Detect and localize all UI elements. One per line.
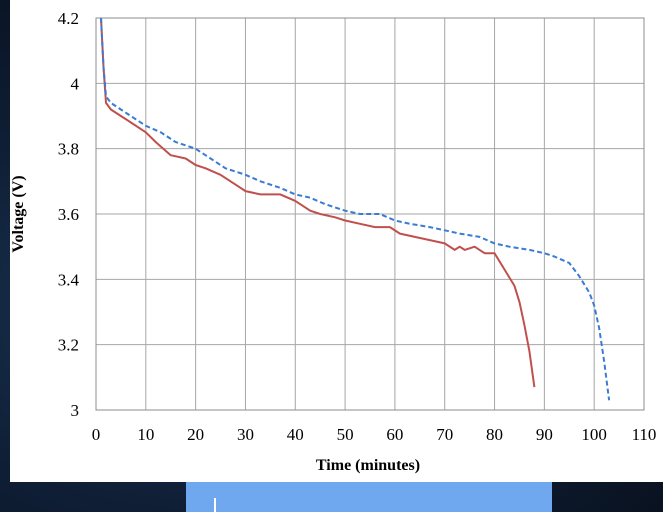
plot-area-border bbox=[95, 17, 645, 411]
x-tick-label-7: 70 bbox=[436, 425, 453, 444]
x-tick-label-9: 90 bbox=[536, 425, 553, 444]
x-tick-label-2: 20 bbox=[187, 425, 204, 444]
text-cursor bbox=[214, 498, 216, 512]
x-tick-label-3: 30 bbox=[237, 425, 254, 444]
x-tick-label-5: 50 bbox=[337, 425, 354, 444]
chart-frame bbox=[10, 0, 663, 482]
y-axis-title: Voltage (V) bbox=[10, 175, 27, 252]
y-tick-label-6: 4.2 bbox=[58, 9, 79, 28]
x-tick-label-4: 40 bbox=[287, 425, 304, 444]
y-tick-label-5: 4 bbox=[71, 74, 80, 93]
y-tick-label-1: 3.2 bbox=[58, 336, 79, 355]
x-axis-title: Time (minutes) bbox=[316, 457, 420, 474]
series-line-0 bbox=[100, 17, 536, 388]
x-tick-label-10: 100 bbox=[581, 425, 607, 444]
x-tick-label-0: 0 bbox=[92, 425, 101, 444]
y-tick-label-4: 3.8 bbox=[58, 140, 79, 159]
y-tick-label-2: 3.4 bbox=[58, 270, 80, 289]
x-tick-label-6: 60 bbox=[386, 425, 403, 444]
series-line-1 bbox=[100, 17, 611, 401]
text-input-box[interactable] bbox=[186, 482, 552, 512]
y-tick-label-3: 3.6 bbox=[58, 205, 79, 224]
x-tick-labels: 0 10 20 30 40 50 60 70 80 90 100 110 bbox=[92, 425, 657, 444]
x-tick-label-1: 10 bbox=[137, 425, 154, 444]
x-tick-label-8: 80 bbox=[486, 425, 503, 444]
y-tick-labels: 3 3.2 3.4 3.6 3.8 4 4.2 bbox=[58, 9, 80, 420]
x-tick-label-11: 110 bbox=[632, 425, 657, 444]
y-tick-label-0: 3 bbox=[71, 401, 80, 420]
series-layer bbox=[100, 17, 611, 401]
